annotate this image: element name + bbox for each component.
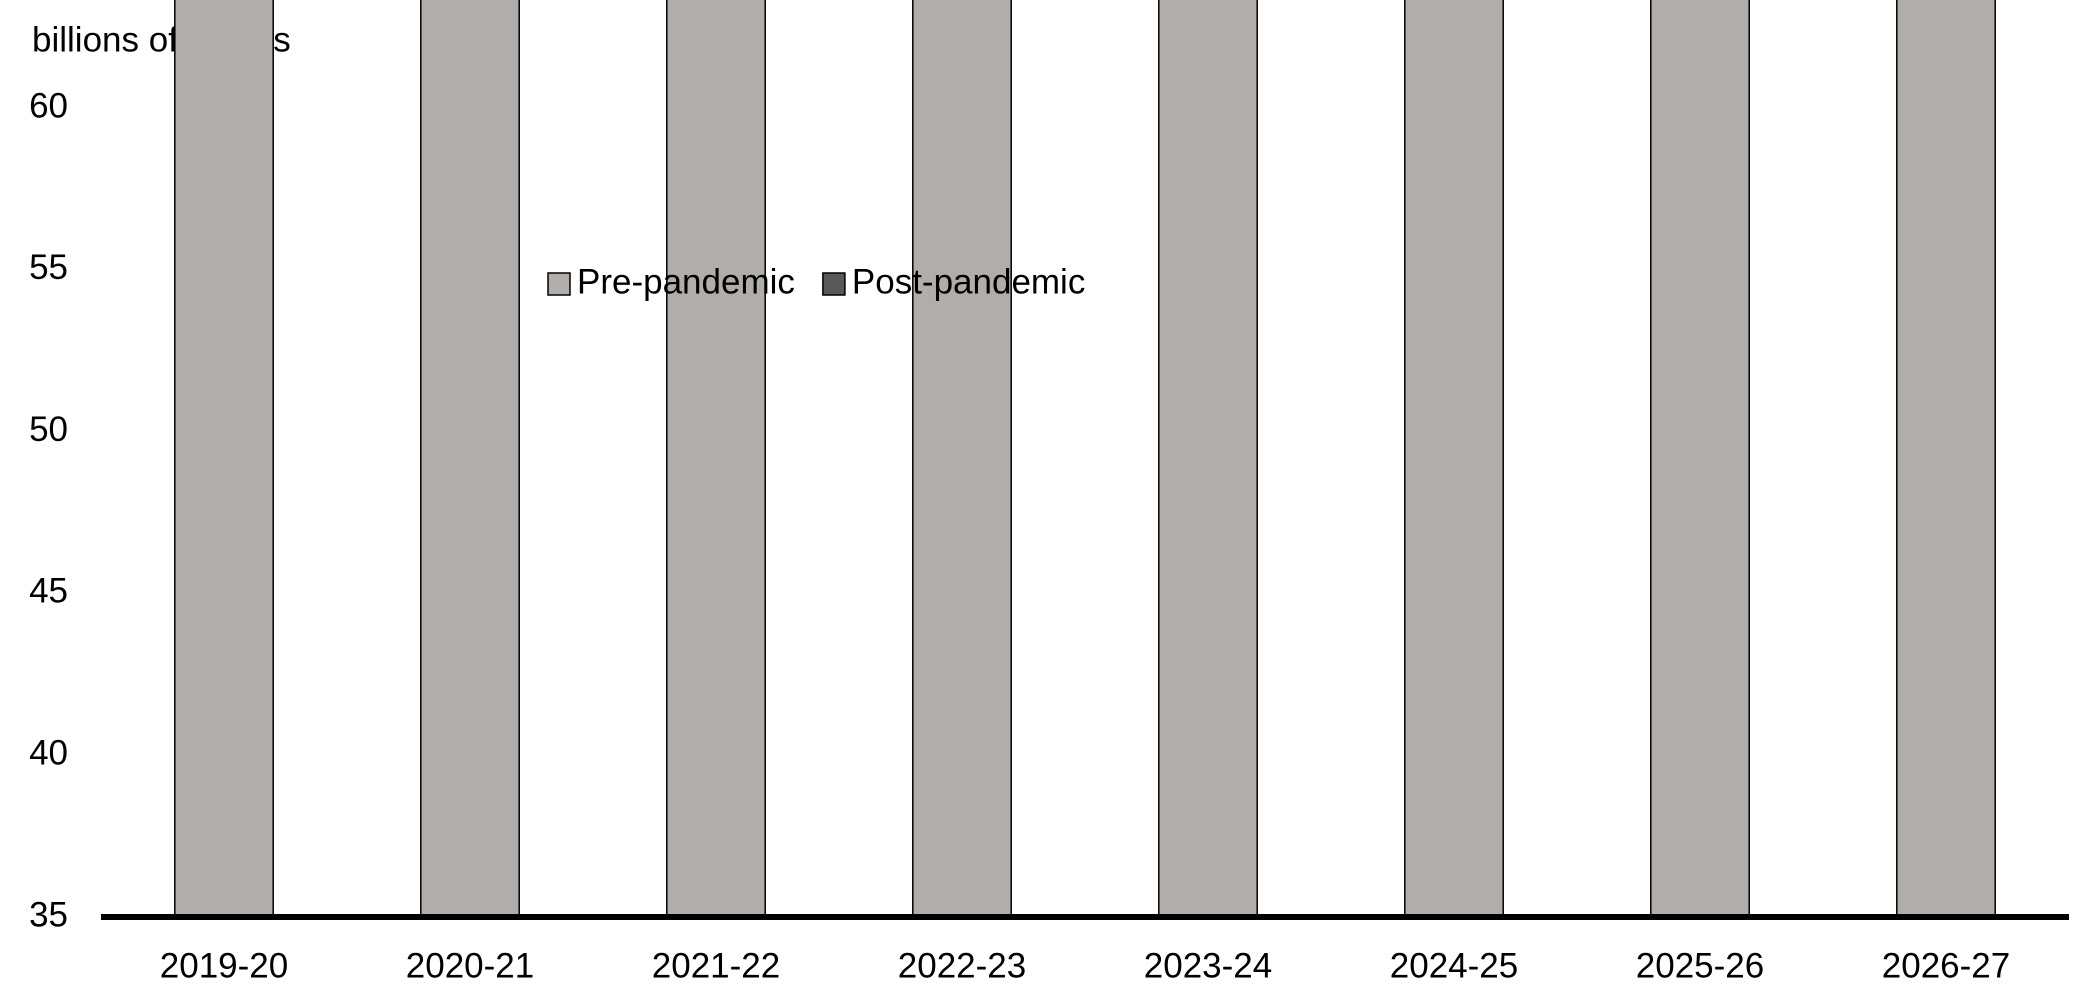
x-tick-label: 2019-20 [160,946,288,985]
bar-segment [1896,0,1996,918]
y-tick-label: 45 [29,572,68,611]
legend-label: Pre-pandemic [577,262,795,301]
legend-swatch [547,272,571,296]
bar-segment [174,0,274,918]
bar-segment [1650,0,1750,918]
y-tick-label: 60 [29,86,68,125]
bar-segment [666,0,766,918]
x-tick-label: 2024-25 [1390,946,1518,985]
x-tick-label: 2026-27 [1882,946,2010,985]
bar-segment [1158,0,1258,918]
bar-segment [420,0,520,918]
x-tick-label: 2021-22 [652,946,780,985]
y-tick-label: 55 [29,248,68,287]
x-tick-label: 2022-23 [898,946,1026,985]
bar-segment [1404,0,1504,918]
y-tick-label: 35 [29,895,68,934]
y-tick-label: 40 [29,733,68,772]
y-tick-label: 50 [29,410,68,449]
legend-label: Post-pandemic [852,262,1085,301]
x-tick-label: 2023-24 [1144,946,1272,985]
bar-segment [912,0,1012,918]
legend-swatch [822,272,846,296]
x-tick-label: 2020-21 [406,946,534,985]
x-tick-label: 2025-26 [1636,946,1764,985]
